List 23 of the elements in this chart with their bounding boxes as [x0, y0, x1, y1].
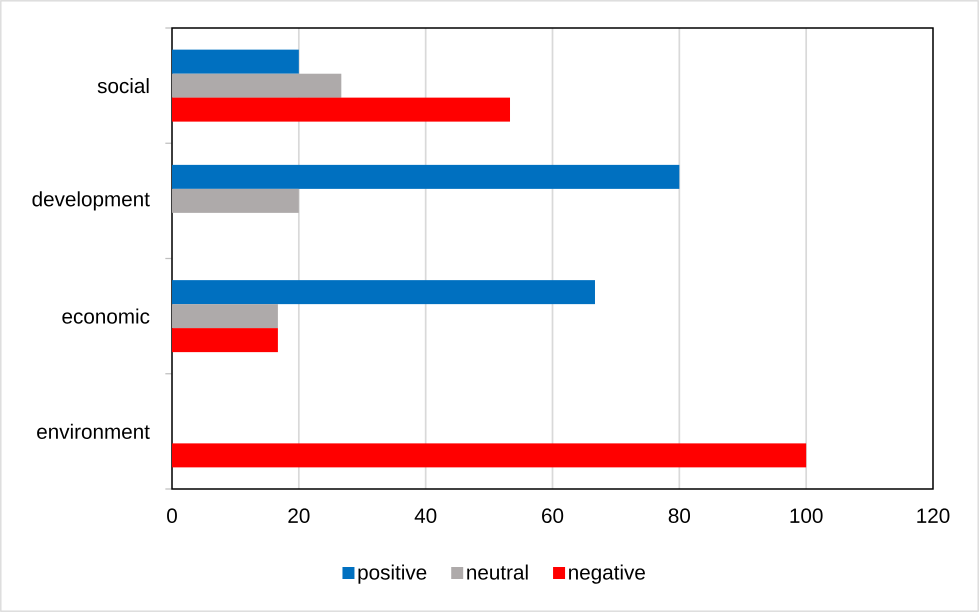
- x-tick-label: 60: [542, 508, 564, 524]
- bar: [172, 164, 680, 189]
- bar: [172, 188, 299, 213]
- y-tick-label: environment: [37, 424, 150, 439]
- bar: [172, 328, 278, 352]
- y-tick-label: development: [32, 191, 150, 211]
- x-tick-label: 20: [288, 508, 310, 524]
- bar: [172, 280, 595, 304]
- bar: [172, 50, 299, 74]
- bar: [172, 74, 342, 98]
- x-tick-label: 40: [414, 508, 436, 524]
- bar: [172, 443, 806, 468]
- bar: [172, 304, 278, 328]
- x-tick-label: 120: [917, 508, 950, 524]
- legend-label: negative: [569, 564, 645, 584]
- y-tick-label: social: [98, 78, 149, 94]
- x-tick-label: 100: [790, 508, 823, 524]
- x-tick-label: 80: [668, 508, 690, 524]
- legend-label: positive: [358, 564, 426, 584]
- x-tick-label: 0: [167, 508, 177, 524]
- bar: [172, 98, 510, 122]
- legend-label: neutral: [467, 564, 528, 580]
- y-tick-label: economic: [62, 308, 150, 324]
